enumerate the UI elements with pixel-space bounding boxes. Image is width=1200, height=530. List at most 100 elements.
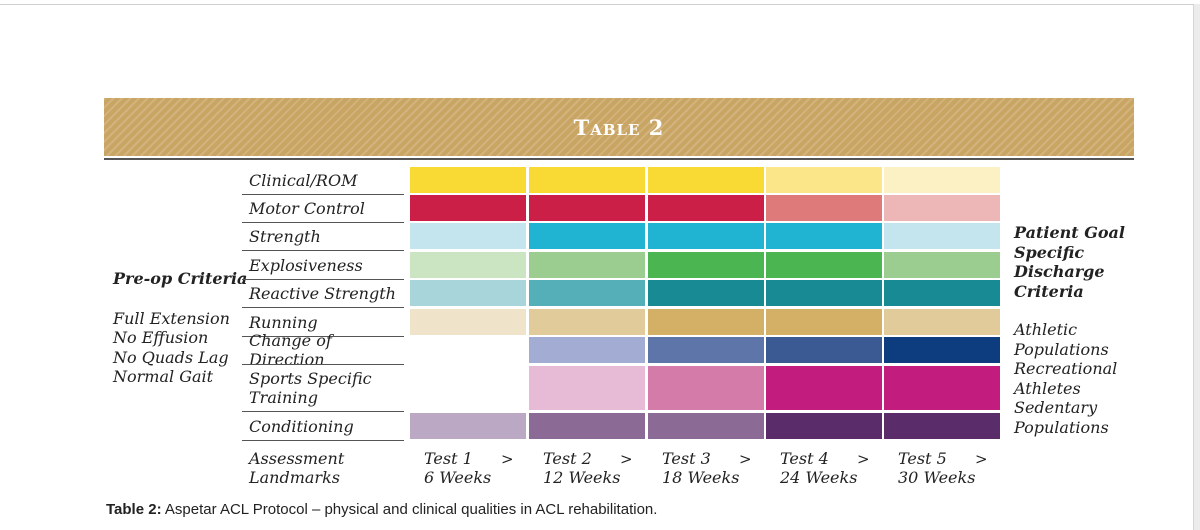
table-caption: Table 2: Aspetar ACL Protocol – physical… [106,501,657,518]
phase-cell [766,337,882,363]
phase-cell [884,413,1000,439]
phase-cell [410,195,526,221]
phase-cell [648,167,764,193]
pre-op-criterion: Full Extension [113,309,230,328]
goal-line: Criteria [1014,281,1084,301]
row-label: Explosiveness [249,255,363,275]
phase-cell [529,223,645,249]
row-label: Clinical/ROM [249,170,358,190]
pre-op-criterion: No Quads Lag [113,347,229,367]
row-divider [242,279,404,280]
next-arrow-icon: > [620,450,633,468]
phase-cell [648,337,764,363]
phase-cell [648,413,764,439]
phase-cell [884,252,1000,278]
phase-cell [766,223,882,249]
phase-cell [884,366,1000,410]
row-label: Motor Control [249,198,365,218]
phase-cell [410,223,526,249]
phase-cell [410,252,526,278]
pre-op-criterion: Normal Gait [113,366,214,386]
phase-cell [766,366,882,410]
phase-cell [529,195,645,221]
caption-text: Aspetar ACL Protocol – physical and clin… [164,501,658,518]
population-line: Populations [1014,339,1109,359]
phase-cell [766,252,882,278]
table-title: Table 2 [573,114,665,140]
phase-cell [648,195,764,221]
phase-cell [648,280,764,306]
phase-cell [529,280,645,306]
test-weeks: 12 Weeks [543,468,621,487]
phase-cell [648,366,764,410]
row-divider [242,194,404,195]
phase-cell [766,280,882,306]
table-banner: Table 2 [104,98,1134,156]
phase-cell [648,309,764,335]
goal-line: Specific [1014,242,1085,262]
test-name: Test 2 [543,449,592,468]
pre-op-criterion: No Effusion [113,328,209,348]
population-list: Athletic Populations Recreational Athlet… [1014,320,1117,437]
test-landmark: Test 2 12 Weeks [543,449,620,487]
page-top-rule [0,4,1200,5]
population-line: Recreational [1014,359,1118,378]
test-landmark: Test 5 30 Weeks [898,449,975,487]
next-arrow-icon: > [975,450,988,468]
phase-cell [410,309,526,335]
row-divider [242,222,404,223]
test-weeks: 24 Weeks [780,468,858,487]
goal-line: Discharge [1014,262,1105,281]
test-weeks: 6 Weeks [424,468,492,487]
row-divider [242,411,404,412]
assessment-label-line: Landmarks [249,468,340,487]
next-arrow-icon: > [739,450,752,468]
page-scroll-edge [1193,4,1200,530]
row-divider [242,440,404,441]
row-label: Conditioning [249,416,354,436]
phase-cell [529,167,645,193]
test-name: Test 3 [662,449,711,468]
phase-cell [884,309,1000,335]
phase-cell [884,337,1000,363]
row-divider [242,364,404,365]
row-label: Strength [249,226,321,246]
test-weeks: 30 Weeks [898,468,976,487]
phase-cell [884,167,1000,193]
phase-cell [648,223,764,249]
population-line: Sedentary [1014,398,1098,417]
population-line: Athletic [1014,320,1078,339]
population-line: Athletes [1014,378,1081,398]
next-arrow-icon: > [501,450,514,468]
banner-rule [104,158,1134,160]
phase-cell [766,413,882,439]
phase-cell [884,195,1000,221]
phase-cell [766,167,882,193]
assessment-label-line: Assessment [249,449,345,468]
phase-cell [884,280,1000,306]
pre-op-criteria-list: Full Extension No Effusion No Quads Lag … [113,309,230,386]
test-landmark: Test 4 24 Weeks [780,449,857,487]
phase-cell [766,195,882,221]
test-name: Test 5 [898,449,947,468]
phase-cell [529,337,645,363]
row-label: Reactive Strength [249,283,396,303]
row-label: Running [249,312,318,332]
phase-cell [766,309,882,335]
goal-line: Patient Goal [1014,223,1125,242]
caption-label: Table 2: [106,501,162,518]
row-label-line: Training [249,388,318,407]
phase-cell [529,309,645,335]
phase-cell [884,223,1000,249]
test-name: Test 1 [424,449,473,468]
test-weeks: 18 Weeks [662,468,740,487]
phase-cell [410,413,526,439]
phase-cell [410,167,526,193]
patient-goal-criteria: Patient Goal Specific Discharge Criteria [1014,223,1125,301]
row-divider [242,307,404,308]
test-landmark: Test 3 18 Weeks [662,449,739,487]
next-arrow-icon: > [857,450,870,468]
assessment-landmarks-label: Assessment Landmarks [242,448,404,488]
test-name: Test 4 [780,449,829,468]
